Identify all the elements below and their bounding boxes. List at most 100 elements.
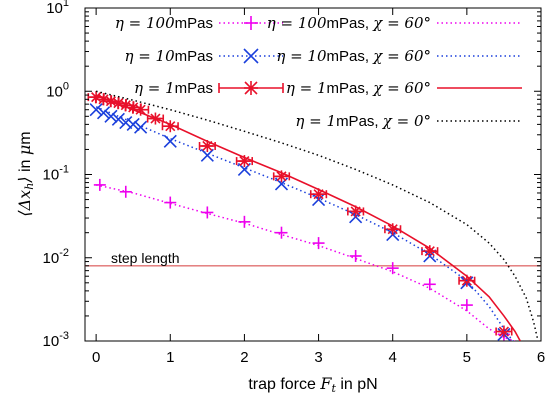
legend-sep: , (365, 80, 373, 97)
legend-label: η = 100mPas, χ = 60° (267, 14, 431, 32)
y-axis-label-subscript: h (23, 183, 36, 190)
data-point (349, 249, 362, 262)
legend-eq: = 100 (276, 14, 327, 32)
x-axis-label-symbol: F (319, 374, 332, 393)
data-point (423, 278, 436, 291)
legend-unit: mPas (327, 15, 365, 32)
data-point (132, 103, 150, 116)
series-line (95, 94, 521, 341)
x-axis-label-pre: trap force (248, 376, 320, 393)
legend-eta: η (134, 79, 143, 97)
data-point (198, 139, 216, 152)
legend-marker (243, 48, 259, 64)
legend-eta: η (276, 47, 285, 65)
marker-stroke (96, 106, 111, 120)
legend-eq: = 1 (304, 112, 336, 130)
marker-stroke (200, 148, 214, 162)
data-point (201, 206, 214, 219)
data-point (134, 120, 148, 134)
series-1 (89, 103, 511, 341)
y-tick-base: 10 (43, 167, 60, 184)
y-tick-exponent: 0 (63, 80, 69, 92)
y-tick-exponent: -1 (59, 164, 69, 176)
y-tick-base: 10 (46, 83, 63, 100)
legend-eq: = 1 (143, 79, 175, 97)
x-tick-label: 1 (166, 349, 174, 366)
data-point (312, 237, 325, 250)
marker-stroke (163, 134, 177, 148)
legend-sep: , (374, 113, 382, 130)
legend: η = 100mPas η = 100mPas, χ = 60°η = 10mPa… (115, 14, 522, 130)
legend-eq: = 100 (124, 14, 175, 32)
x-axis-label: trap force Ft in pN (248, 374, 377, 395)
y-tick-label: 10-2 (43, 247, 69, 267)
legend-chi: χ (382, 112, 393, 130)
y-tick-exponent: -3 (59, 330, 69, 342)
series-5 (95, 94, 521, 341)
data-point (460, 299, 473, 312)
legend-sep: , (365, 15, 373, 32)
legend-label: η = 10mPas (124, 47, 213, 65)
data-point (119, 116, 133, 130)
legend-label: η = 1mPas (134, 79, 213, 97)
marker-stroke (89, 103, 103, 117)
data-point (200, 148, 214, 162)
marker-stroke (126, 117, 140, 131)
legend-label: η = 1mPas, χ = 60° (286, 79, 431, 97)
legend-label: η = 100mPas (115, 14, 213, 32)
marker-stroke (111, 112, 125, 126)
marker-stroke (243, 48, 259, 64)
legend-label: η = 1mPas, χ = 0° (295, 112, 431, 130)
x-tick-label: 6 (537, 349, 545, 366)
y-axis-label-unit: m (17, 131, 34, 144)
data-point (309, 188, 328, 201)
series-line (95, 90, 539, 341)
data-point (89, 103, 103, 117)
data-point (275, 226, 288, 239)
legend-sep: , (365, 48, 373, 65)
legend-eta: η (115, 14, 124, 32)
y-tick-base: 10 (46, 0, 63, 17)
legend-eta: η (267, 14, 276, 32)
y-axis-label-post: in (17, 155, 34, 176)
data-point (126, 117, 140, 131)
y-axis-label: ⟨Δxh⟩ in μm (15, 131, 36, 216)
legend-chi-value: = 60° (382, 47, 431, 65)
legend-eta: η (124, 47, 133, 65)
legend-eta: η (286, 79, 295, 97)
data-point (495, 325, 513, 338)
y-axis-label-symbol: ⟨Δx (15, 190, 34, 217)
y-tick-exponent: -2 (59, 247, 69, 259)
x-tick-label: 0 (92, 349, 100, 366)
legend-chi-value: = 0° (392, 112, 431, 130)
data-point (119, 185, 132, 198)
data-point (386, 262, 399, 275)
series-6 (95, 90, 539, 341)
series-group (87, 90, 539, 341)
data-point (93, 178, 106, 191)
legend-unit: mPas (175, 80, 213, 97)
x-tick-label: 5 (463, 349, 471, 366)
x-tick-label: 4 (389, 349, 397, 366)
y-tick-base: 10 (43, 333, 60, 350)
data-point (104, 109, 118, 123)
y-tick-label: 10-1 (43, 164, 69, 184)
step-length-label: step length (111, 250, 180, 266)
x-tick-label: 3 (314, 349, 322, 366)
legend-unit: mPas (336, 113, 374, 130)
legend-chi-value: = 60° (382, 14, 431, 32)
legend-chi: χ (372, 79, 383, 97)
legend-unit: mPas (175, 15, 213, 32)
x-tick-label: 2 (240, 349, 248, 366)
data-point (96, 106, 111, 120)
legend-chi-value: = 60° (382, 79, 431, 97)
marker-stroke (244, 81, 258, 95)
y-tick-label: 100 (46, 80, 69, 100)
legend-eq: = 10 (285, 47, 327, 65)
y-axis-label-close: ⟩ (15, 176, 34, 183)
y-tick-label: 10-3 (43, 330, 69, 350)
legend-unit: mPas (175, 48, 213, 65)
y-tick-exponent: 1 (63, 0, 69, 9)
